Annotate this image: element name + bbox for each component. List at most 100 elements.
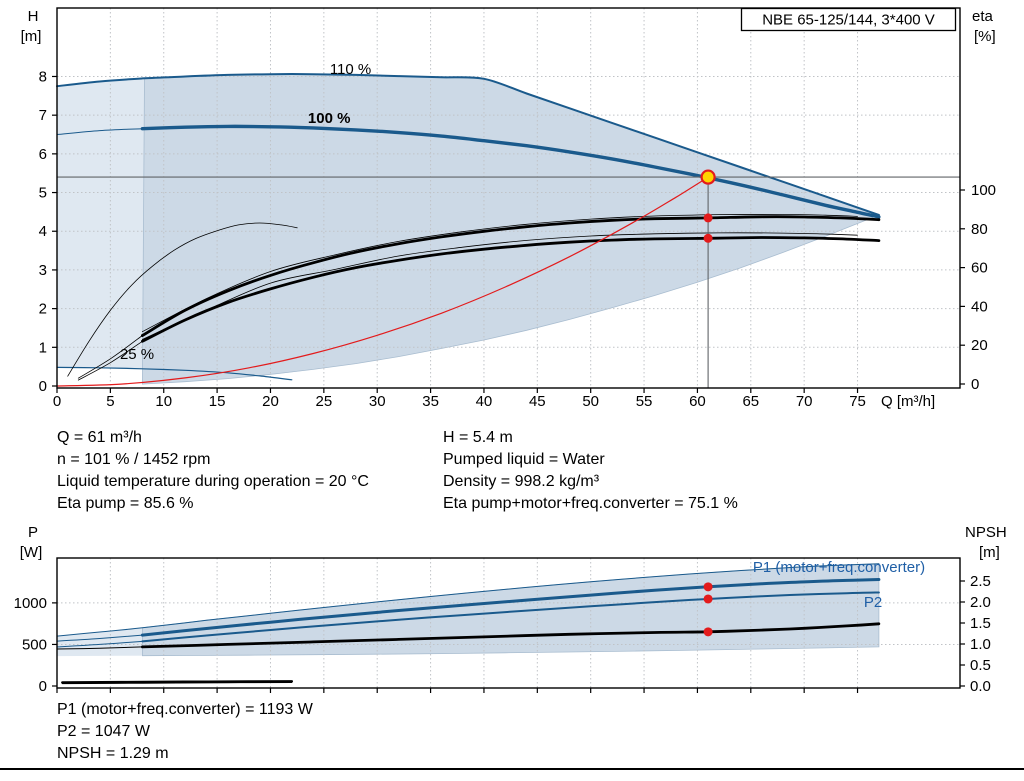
npsh-tick-label: 0.5 [970,657,991,674]
info-line-flow: Q = 61 m³/h [57,429,142,446]
curve-p1-110 [56,563,880,637]
curve-p1-lead [56,634,143,642]
x-tick-label: 65 [742,393,759,410]
duty-info-left-column: Q = 61 m³/h n = 101 % / 1452 rpm Liquid … [57,427,369,515]
x-tick-label: 20 [262,393,279,410]
curve-25 [56,366,293,381]
curve-100 [140,124,881,219]
system-curve [56,176,709,387]
h-tick-label: 5 [39,185,47,202]
h-tick-label: 0 [39,378,47,395]
x-tick-label: 5 [106,393,114,410]
curve-label: P1 (motor+freq.converter) [753,559,925,576]
p-tick-label: 1000 [14,595,47,612]
pump-title-box [740,7,957,32]
curve-100-lead [56,128,143,135]
info-line-head: H = 5.4 m [443,429,513,446]
x-tick-label: 25 [316,393,333,410]
q-axis-title: Q [m³/h] [881,393,935,410]
x-tick-label: 55 [636,393,653,410]
speed-label: 100 % [308,110,351,127]
curve-p2-low-speed [61,680,294,684]
eta-tick-label: 60 [971,260,988,277]
h-tick-label: 7 [39,107,47,124]
h-axis-title: H [28,8,39,25]
p-tick-label: 0 [39,678,47,695]
p-axis-unit: [W] [20,544,43,561]
power-npsh-chart: P1 (motor+freq.converter) P2 0 500 1000 0.0 0.… [14,524,1007,695]
npsh-tick-label: 0.0 [970,678,991,695]
result-line-p2: P2 = 1047 W [57,723,150,740]
info-line-liquid: Pumped liquid = Water [443,451,605,468]
x-tick-label: 30 [369,393,386,410]
info-line-density: Density = 998.2 kg/m³ [443,473,600,490]
efficiency-dot [703,213,713,223]
eta-tick-label: 100 [971,182,996,199]
curve-npsh [141,622,881,649]
h-tick-label: 4 [39,223,47,240]
eta-curve-low-speed [67,222,298,377]
h-tick-label: 1 [39,339,47,356]
duty-result-dot [703,582,713,592]
info-line-temperature: Liquid temperature during operation = 20… [57,473,369,490]
eta-tick-label: 0 [971,376,979,393]
eta-total-curve [141,236,881,343]
curve-p2-lead [56,640,143,648]
info-line-eta-pump: Eta pump = 85.6 % [57,495,194,512]
p-tick-label: 500 [22,636,47,653]
npsh-axis-unit: [m] [979,544,1000,561]
pump-title: NBE 65-125/144, 3*400 V [762,12,935,29]
result-line-p1: P1 (motor+freq.converter) = 1193 W [57,701,313,718]
info-line-eta-total: Eta pump+motor+freq.converter = 75.1 % [443,495,738,512]
x-tick-label: 40 [476,393,493,410]
eta-total-alt [142,232,858,340]
eta-axis-title: eta [972,8,994,25]
x-tick-label: 15 [209,393,226,410]
curve-p2-low-speed-thin [61,682,293,685]
speed-label: 110 % [330,61,371,78]
x-tick-label: 50 [582,393,599,410]
x-tick-label: 10 [155,393,172,410]
duty-info-right-column: H = 5.4 m Pumped liquid = Water Density … [443,427,738,515]
p-axis-title: P [28,524,38,541]
eta-tick-label: 20 [971,337,988,354]
eta-pump-curve [141,215,881,337]
npsh-tick-label: 2.0 [970,594,991,611]
npsh-tick-label: 1.5 [970,615,991,632]
duty-result-dot [703,594,713,604]
npsh-tick-label: 1.0 [970,636,991,653]
eta-tick-label: 40 [971,298,988,315]
x-tick-label: 0 [53,393,61,410]
eta-pump-alt [142,213,858,332]
plot-border [56,7,961,389]
speed-label: 25 % [120,346,154,363]
efficiency-dot [703,233,713,243]
x-tick-label: 35 [422,393,439,410]
h-axis-unit: [m] [21,28,42,45]
curve-p2 [141,591,880,643]
h-tick-label: 6 [39,146,47,163]
x-tick-label: 45 [529,393,546,410]
x-tick-label: 75 [849,393,866,410]
info-line-speed: n = 101 % / 1452 rpm [57,451,211,468]
eta-pump-lead [77,335,143,379]
x-tick-label: 70 [796,393,813,410]
h-tick-label: 2 [39,301,47,318]
eta-total-lead [77,340,143,381]
power-envelope-inner [142,563,880,657]
bottom-divider [0,768,1024,770]
curve-npsh-lead [56,646,143,650]
duty-result-dot [703,627,713,637]
npsh-axis-title: NPSH [965,524,1007,541]
hq-chart: 110 %100 %25 %0 5 10 15 20 25 30 35 40 45 50 55 60 65… [21,7,996,410]
duty-point-marker[interactable] [700,169,716,185]
result-line-npsh: NPSH = 1.29 m [57,745,169,762]
eta-tick-label: 80 [971,221,988,238]
result-block: P1 (motor+freq.converter) = 1193 W P2 = … [57,699,313,765]
npsh-tick-label: 2.5 [970,573,991,590]
x-tick-label: 60 [689,393,706,410]
curve-p1 [140,578,881,637]
eta-axis-unit: [%] [974,28,996,45]
